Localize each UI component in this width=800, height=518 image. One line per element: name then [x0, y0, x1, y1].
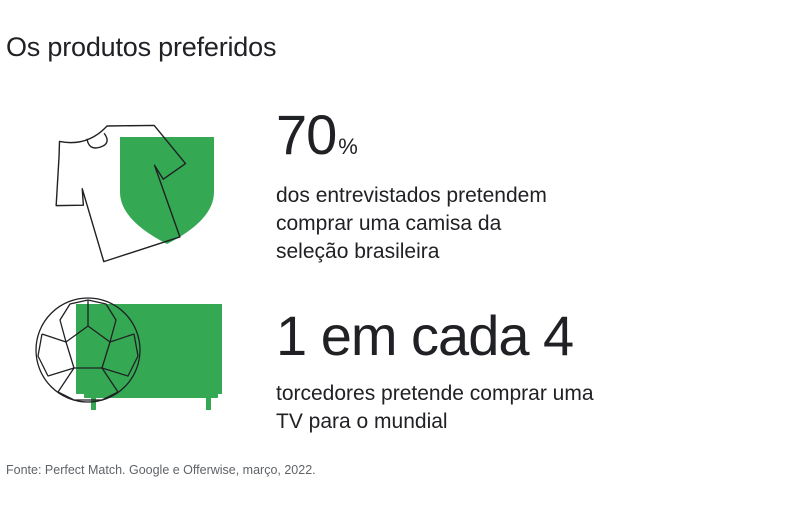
page-title: Os produtos preferidos [6, 32, 277, 62]
tv-screen [76, 304, 222, 394]
source-note: Fonte: Perfect Match. Google e Offerwise… [6, 463, 316, 477]
stat-description: dos entrevistados pretendem comprar uma … [276, 184, 547, 263]
tv-stand [84, 392, 218, 410]
stat-card-shirt: 70% dos entrevistados pretendem comprar … [276, 103, 576, 266]
shield-shape [120, 137, 214, 244]
shirt-shield-icon [55, 124, 214, 263]
stat-number: 70 [276, 103, 337, 166]
stat-value: 1 em cada 4 [276, 304, 596, 380]
ball-tv-icon [35, 297, 222, 410]
stat-suffix: % [338, 134, 358, 159]
shirt-outline [55, 124, 187, 263]
stat-value: 70% [276, 103, 576, 179]
stat-card-tv: 1 em cada 4 torcedores pretende comprar … [276, 304, 596, 436]
soccer-ball [35, 297, 141, 403]
stat-description: torcedores pretende comprar uma TV para … [276, 382, 594, 433]
stat-number: 1 em cada 4 [276, 304, 574, 367]
